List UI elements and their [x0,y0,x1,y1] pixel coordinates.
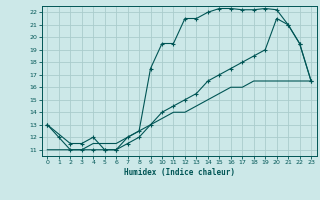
X-axis label: Humidex (Indice chaleur): Humidex (Indice chaleur) [124,168,235,177]
